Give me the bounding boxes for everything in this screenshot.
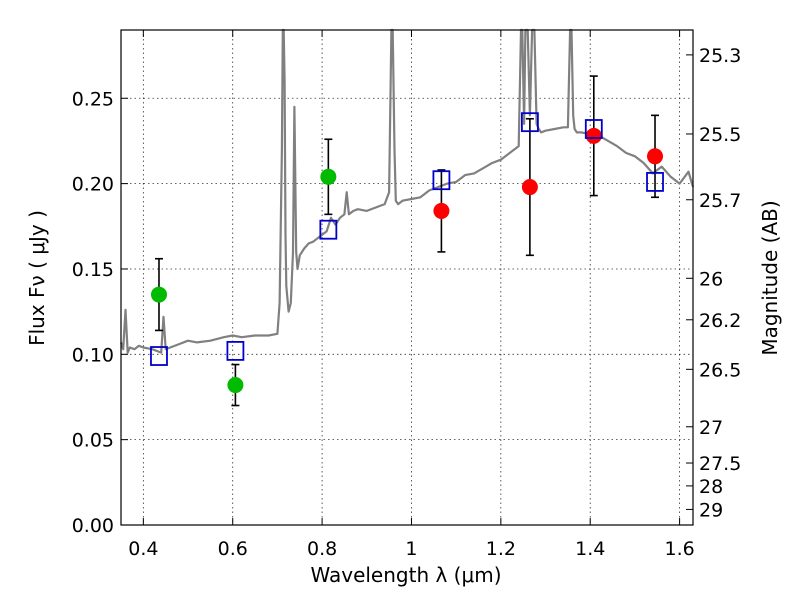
- x-tick-label: 1.2: [486, 538, 516, 560]
- y-tick-label: 0.20: [72, 174, 114, 196]
- y-axis-label: Flux Fν ( μJy ): [25, 210, 49, 346]
- y2-tick-label: 25.7: [699, 190, 741, 212]
- y2-tick-label: 27: [699, 417, 723, 439]
- y2-axis-label: Magnitude (AB): [758, 200, 782, 355]
- model-photometry-marker: [646, 172, 664, 192]
- y2-tick-label: 25.3: [699, 45, 741, 67]
- y2-tick-label: 26.5: [699, 359, 741, 381]
- axis-ticks: 0.4 0.6 0.8 1 1.2 1.4 1.6 0.00 0.05 0.10 0.15 0.20 0…: [72, 30, 741, 560]
- y-tick-label: 0.00: [72, 515, 114, 537]
- observed-nir-point: [433, 202, 450, 219]
- observed-optical-point: [227, 377, 244, 394]
- model-photometry-marker: [584, 119, 603, 139]
- model-spectrum: [119, 28, 695, 354]
- x-tick-label: 1.6: [664, 538, 694, 560]
- y2-tick-label: 29: [699, 499, 723, 521]
- data-points: [150, 75, 664, 407]
- y2-tick-label: 28: [699, 476, 723, 498]
- grid-lines: [121, 30, 693, 526]
- model-photometry-marker: [520, 112, 539, 133]
- model-spectrum-line: [119, 28, 695, 354]
- x-tick-label: 0.6: [218, 538, 248, 560]
- y2-tick-label: 27.5: [699, 453, 741, 475]
- model-photometry-marker: [226, 340, 245, 361]
- y-tick-label: 0.05: [72, 430, 114, 452]
- observed-nir-point: [521, 179, 538, 196]
- y-tick-label: 0.10: [72, 344, 114, 366]
- model-photometry-marker: [432, 170, 451, 191]
- x-tick-label: 0.4: [128, 538, 158, 560]
- y2-tick-label: 26.2: [699, 310, 741, 332]
- x-tick-label: 0.8: [307, 538, 337, 560]
- observed-optical-point: [320, 168, 337, 185]
- model-photometry-marker: [150, 346, 168, 366]
- observed-optical-point: [150, 286, 167, 303]
- y-tick-label: 0.15: [72, 259, 114, 281]
- model-photometry-marker: [319, 219, 338, 240]
- y2-tick-label: 25.5: [699, 124, 741, 146]
- y2-tick-label: 26: [699, 268, 723, 290]
- plot-frame: [120, 29, 694, 526]
- x-tick-label: 1.4: [575, 538, 605, 560]
- observed-nir-point: [585, 127, 602, 144]
- observed-nir-point: [647, 148, 664, 165]
- x-axis-label: Wavelength λ (μm): [310, 563, 501, 587]
- x-tick-label: 1: [405, 538, 417, 560]
- y-tick-label: 0.25: [72, 88, 114, 110]
